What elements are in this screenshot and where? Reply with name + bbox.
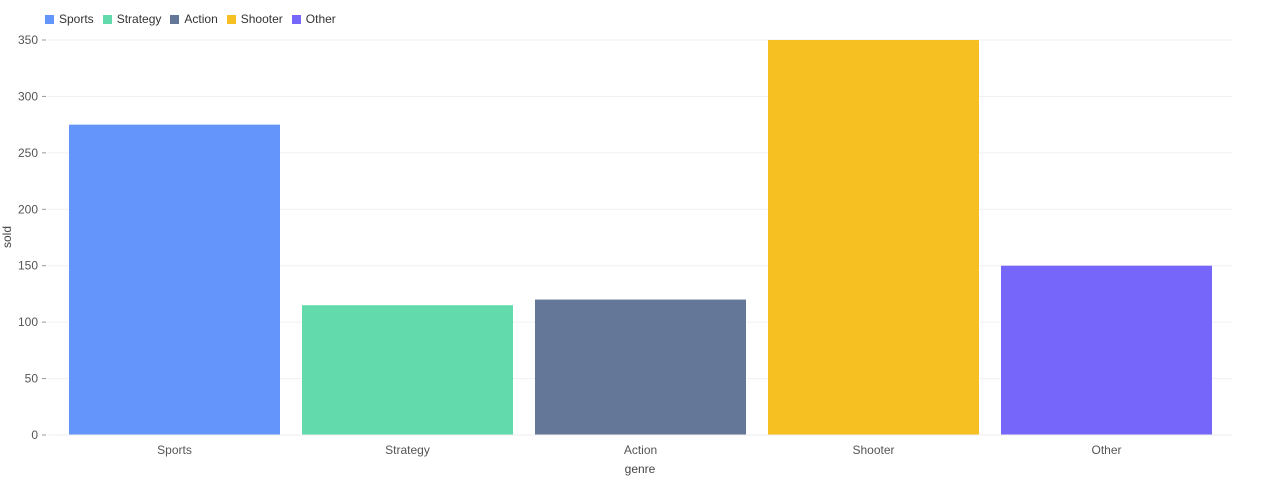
bars [69,40,1212,436]
y-tick-label: 300 [18,89,38,103]
y-tick-label: 200 [18,202,38,216]
y-tick-label: 0 [31,428,38,442]
bar-strategy[interactable] [302,305,513,435]
x-tick-label: Other [1091,443,1121,457]
legend-swatch-sports [45,14,54,24]
bar-other[interactable] [1001,265,1212,435]
y-axis: 0 50 100 150 200 250 300 350 [18,33,46,442]
y-tick-label: 50 [25,372,39,386]
legend-label-sports: Sports [59,12,94,26]
legend-item-sports[interactable]: Sports [45,12,94,26]
legend-item-shooter[interactable]: Shooter [226,12,283,26]
legend-label-strategy: Strategy [116,12,162,26]
legend-swatch-shooter [226,14,236,24]
bar-action[interactable] [535,299,746,435]
legend-swatch-other [291,14,301,24]
x-tick-label: Strategy [385,443,430,457]
legend-swatch-action [170,14,180,24]
y-tick-label: 100 [18,315,38,329]
legend-item-action[interactable]: Action [170,12,218,26]
legend-label-shooter: Shooter [240,12,283,26]
legend: Sports Strategy Action Shooter Other [45,12,345,26]
bar-shooter[interactable] [768,40,979,435]
legend-label-other: Other [305,12,336,26]
y-axis-title: sold [0,226,14,248]
x-tick-label: Shooter [852,443,894,457]
legend-item-other[interactable]: Other [291,12,336,26]
x-tick-label: Action [624,443,657,457]
x-axis-title: genre [625,462,656,476]
x-axis: Sports Strategy Action Shooter Other [57,434,1232,457]
legend-swatch-strategy [102,14,112,24]
legend-label-action: Action [184,12,218,26]
y-tick-label: 350 [18,33,38,47]
y-tick-label: 250 [18,146,38,160]
y-tick-label: 150 [18,259,38,273]
legend-item-strategy[interactable]: Strategy [102,12,162,26]
bar-sports[interactable] [69,124,280,436]
x-tick-label: Sports [157,443,192,457]
